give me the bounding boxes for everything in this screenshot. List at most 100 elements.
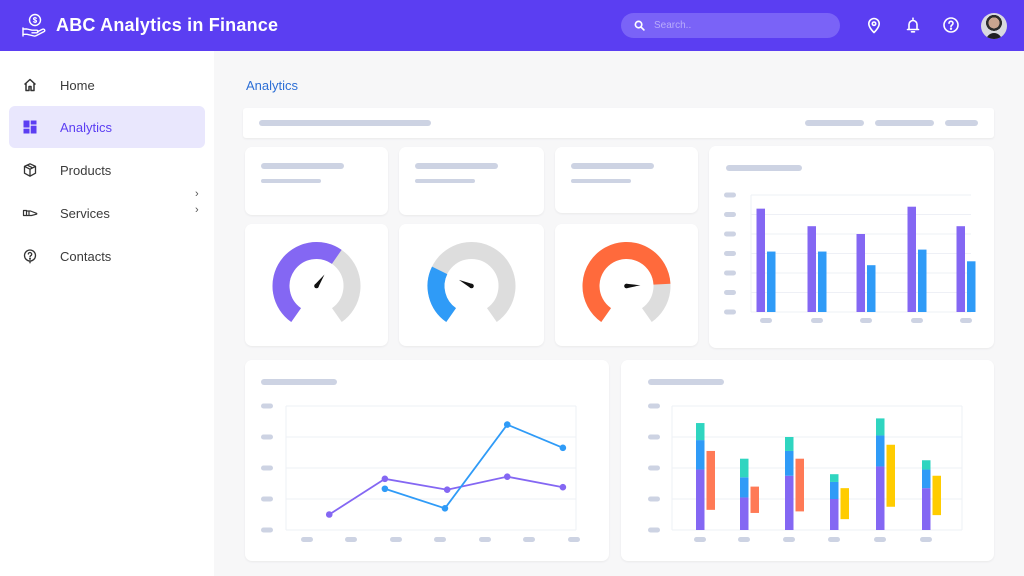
bar-chart-card [709, 146, 994, 348]
bar [818, 251, 827, 312]
skeleton-line [259, 120, 431, 126]
skeleton-line [415, 163, 498, 169]
sidebar-item-label: Contacts [60, 248, 112, 264]
bar [807, 226, 816, 312]
axis-tick-skeleton [648, 527, 660, 533]
search-bar[interactable] [621, 13, 840, 38]
axis-tick-skeleton [523, 537, 535, 542]
gauge-card [555, 224, 698, 346]
axis-tick-skeleton [434, 537, 446, 542]
axis-tick-skeleton [261, 465, 273, 471]
sidebar: Home Analytics Products Services › › Con… [0, 51, 214, 576]
stack-segment [785, 450, 794, 476]
skeleton-button[interactable] [945, 120, 978, 126]
skeleton-line [261, 163, 344, 169]
gauge-chart [582, 242, 671, 323]
sidebar-item-analytics[interactable]: Analytics [9, 106, 205, 148]
axis-tick-skeleton [724, 270, 736, 276]
bar-chart [724, 192, 976, 323]
bar [918, 249, 927, 312]
stack-segment [876, 435, 885, 467]
axis-tick-skeleton [261, 434, 273, 440]
axis-tick-skeleton [301, 537, 313, 542]
line-chart [261, 403, 580, 542]
stack-segment [830, 499, 839, 530]
sidebar-item-label: Services [60, 205, 110, 221]
axis-tick-skeleton [860, 318, 872, 323]
search-input[interactable] [654, 20, 824, 31]
axis-tick-skeleton [911, 318, 923, 323]
stack-segment [785, 437, 794, 451]
line-chart-card [245, 360, 609, 561]
bar [756, 208, 765, 312]
chart-title-skeleton [261, 379, 337, 385]
chevron-right-icon[interactable]: › [195, 188, 199, 200]
app-title: ABC Analytics in Finance [56, 15, 279, 35]
data-point [325, 511, 333, 518]
axis-tick-skeleton [783, 537, 795, 542]
bar [956, 226, 965, 312]
stack-segment [830, 481, 839, 499]
help-circle-icon[interactable] [942, 16, 960, 34]
sidebar-item-products[interactable]: Products [9, 149, 205, 191]
data-point [443, 486, 451, 493]
sidebar-item-services[interactable]: Services › › [9, 188, 205, 234]
data-point [381, 475, 389, 483]
gauge-value-arc [582, 242, 671, 323]
sidebar-item-home[interactable]: Home [9, 64, 205, 106]
axis-tick-skeleton [811, 318, 823, 323]
page-title: Analytics [246, 78, 299, 93]
user-avatar[interactable] [981, 13, 1007, 39]
chevron-right-icon[interactable]: › [195, 204, 199, 216]
axis-tick-skeleton [724, 290, 736, 295]
help-circle-icon [23, 249, 37, 264]
kpi-card [399, 147, 544, 215]
axis-tick-skeleton [479, 537, 491, 542]
gauge-needle [626, 283, 641, 289]
axis-tick-skeleton [828, 537, 840, 542]
skeleton-line [261, 179, 321, 183]
axis-tick-skeleton [920, 537, 932, 542]
location-pin-icon[interactable] [865, 16, 883, 34]
stack-segment [922, 460, 931, 470]
bar [967, 261, 976, 312]
bar [907, 206, 916, 312]
axis-tick-skeleton [261, 527, 273, 533]
bar [867, 265, 876, 312]
gauge-card [399, 224, 544, 346]
brand[interactable]: ABC Analytics in Finance [20, 12, 278, 40]
axis-tick-skeleton [261, 403, 273, 409]
money-hand-icon [22, 13, 46, 37]
stack-segment [922, 488, 931, 530]
gauge-chart [427, 242, 516, 323]
kpi-card [555, 147, 698, 213]
stack-segment [740, 458, 749, 478]
axis-tick-skeleton [760, 318, 772, 323]
stacked-bar-chart-card [621, 360, 994, 561]
data-point [559, 483, 567, 491]
axis-tick-skeleton [724, 231, 736, 237]
range-bar [886, 444, 895, 507]
axis-tick-skeleton [648, 496, 660, 502]
sidebar-item-contacts[interactable]: Contacts [9, 235, 205, 277]
stack-segment [696, 440, 705, 470]
stack-segment [696, 469, 705, 530]
axis-tick-skeleton [724, 192, 736, 198]
chart-title-skeleton [648, 379, 724, 385]
skeleton-button[interactable] [875, 120, 934, 126]
data-point [441, 505, 449, 512]
top-bar: ABC Analytics in Finance [0, 0, 1024, 51]
gauge-value-arc [272, 242, 342, 323]
skeleton-line [571, 179, 631, 183]
stack-segment [830, 474, 839, 482]
gauge-chart [272, 242, 361, 323]
range-bar [840, 488, 849, 520]
gauge-value-arc [427, 266, 457, 323]
bell-icon[interactable] [904, 16, 922, 34]
skeleton-button[interactable] [805, 120, 864, 126]
bar [856, 234, 865, 312]
stacked-bar-chart [648, 403, 963, 542]
axis-tick-skeleton [390, 537, 402, 542]
bar [767, 251, 776, 312]
data-point [559, 444, 567, 452]
